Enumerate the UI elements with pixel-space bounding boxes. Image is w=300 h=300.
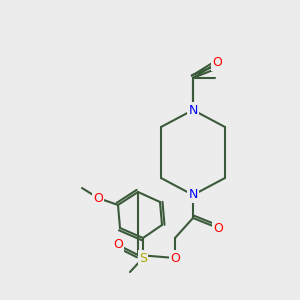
Text: N: N [188, 188, 198, 202]
Text: O: O [93, 191, 103, 205]
Text: O: O [213, 221, 223, 235]
Text: N: N [188, 103, 198, 116]
Text: O: O [170, 251, 180, 265]
Text: O: O [212, 56, 222, 70]
Text: O: O [113, 238, 123, 251]
Text: S: S [139, 251, 147, 265]
